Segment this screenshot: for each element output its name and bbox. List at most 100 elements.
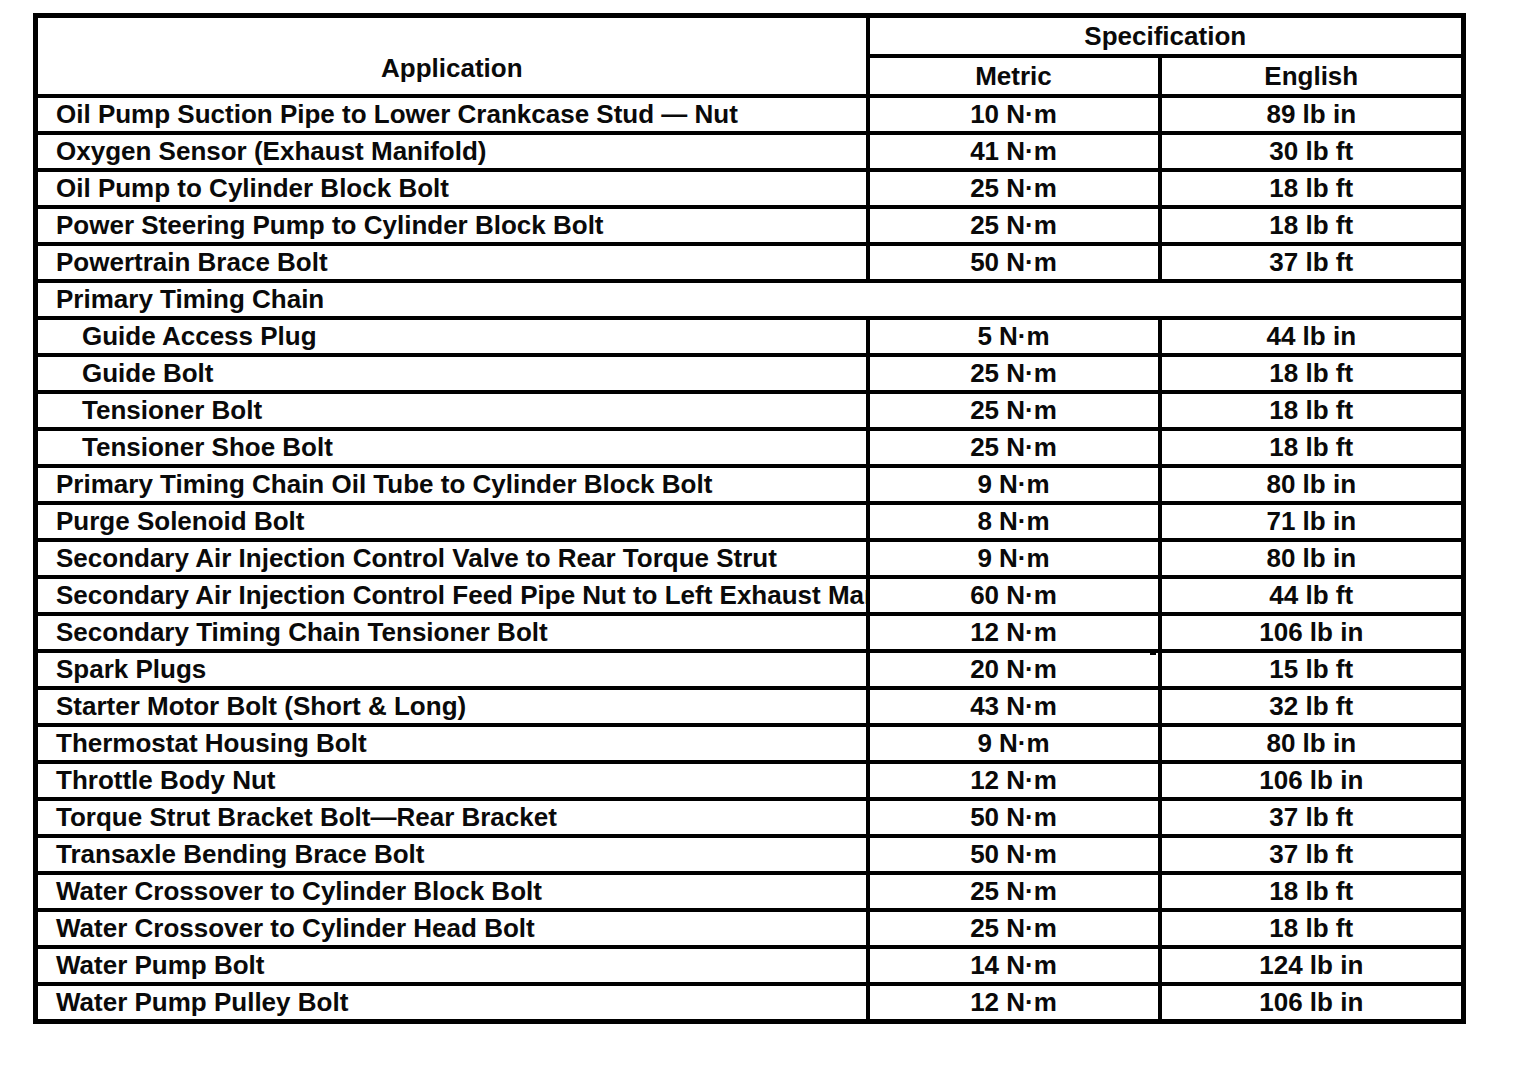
scanned-document-page: Application Specification Metric English… bbox=[0, 0, 1536, 1086]
metric-value-cell: 12 N·m bbox=[868, 614, 1160, 651]
metric-value-cell: 25 N·m bbox=[868, 429, 1160, 466]
english-value-cell: 37 lb ft bbox=[1160, 836, 1464, 873]
table-header: Application Specification Metric English bbox=[36, 16, 1464, 97]
table-row: Tensioner Bolt25 N·m18 lb ft bbox=[36, 392, 1464, 429]
english-value-cell: 106 lb in bbox=[1160, 762, 1464, 799]
table-row: Tensioner Shoe Bolt25 N·m18 lb ft bbox=[36, 429, 1464, 466]
application-cell: Transaxle Bending Brace Bolt bbox=[36, 836, 868, 873]
table-row: Oil Pump Suction Pipe to Lower Crankcase… bbox=[36, 96, 1464, 133]
application-cell: Guide Access Plug bbox=[36, 318, 868, 355]
application-cell: Throttle Body Nut bbox=[36, 762, 868, 799]
specification-column-group-header: Specification bbox=[868, 16, 1464, 57]
application-cell: Primary Timing Chain Oil Tube to Cylinde… bbox=[36, 466, 868, 503]
english-value-cell: 37 lb ft bbox=[1160, 799, 1464, 836]
english-value-cell: 89 lb in bbox=[1160, 96, 1464, 133]
table-row: Water Crossover to Cylinder Head Bolt25 … bbox=[36, 910, 1464, 947]
metric-value-cell: 25 N·m bbox=[868, 207, 1160, 244]
metric-value-cell: 50 N·m bbox=[868, 799, 1160, 836]
application-cell: Secondary Air Injection Control Feed Pip… bbox=[36, 577, 868, 614]
spec-table-rows: Oil Pump Suction Pipe to Lower Crankcase… bbox=[36, 96, 1464, 1022]
english-value-cell: 18 lb ft bbox=[1160, 207, 1464, 244]
application-cell: Tensioner Shoe Bolt bbox=[36, 429, 868, 466]
english-value-cell: 106 lb in bbox=[1160, 984, 1464, 1022]
table-row: Secondary Air Injection Control Valve to… bbox=[36, 540, 1464, 577]
application-cell: Oil Pump Suction Pipe to Lower Crankcase… bbox=[36, 96, 868, 133]
application-cell: Water Crossover to Cylinder Head Bolt bbox=[36, 910, 868, 947]
english-value-cell: 18 lb ft bbox=[1160, 392, 1464, 429]
english-value-cell: 71 lb in bbox=[1160, 503, 1464, 540]
table-row: Guide Access Plug5 N·m44 lb in bbox=[36, 318, 1464, 355]
application-cell: Secondary Timing Chain Tensioner Bolt bbox=[36, 614, 868, 651]
english-value-cell: 18 lb ft bbox=[1160, 873, 1464, 910]
metric-value-cell: 5 N·m bbox=[868, 318, 1160, 355]
table-row: Transaxle Bending Brace Bolt50 N·m37 lb … bbox=[36, 836, 1464, 873]
table-row: Starter Motor Bolt (Short & Long)43 N·m3… bbox=[36, 688, 1464, 725]
application-cell: Spark Plugs bbox=[36, 651, 868, 688]
table-row: Secondary Air Injection Control Feed Pip… bbox=[36, 577, 1464, 614]
english-value-cell: 44 lb in bbox=[1160, 318, 1464, 355]
table-row: Powertrain Brace Bolt50 N·m37 lb ft bbox=[36, 244, 1464, 281]
application-cell: Oxygen Sensor (Exhaust Manifold) bbox=[36, 133, 868, 170]
section-label: Primary Timing Chain bbox=[36, 281, 1464, 318]
torque-specifications-table: Application Specification Metric English… bbox=[33, 13, 1466, 1024]
application-cell: Thermostat Housing Bolt bbox=[36, 725, 868, 762]
metric-value-cell: 50 N·m bbox=[868, 836, 1160, 873]
application-cell: Starter Motor Bolt (Short & Long) bbox=[36, 688, 868, 725]
english-value-cell: 32 lb ft bbox=[1160, 688, 1464, 725]
english-value-cell: 80 lb in bbox=[1160, 540, 1464, 577]
metric-value-cell: 41 N·m bbox=[868, 133, 1160, 170]
english-value-cell: 18 lb ft bbox=[1160, 355, 1464, 392]
table-row: Water Pump Pulley Bolt12 N·m106 lb in bbox=[36, 984, 1464, 1022]
english-value-cell: 80 lb in bbox=[1160, 725, 1464, 762]
english-value-cell: 106 lb in bbox=[1160, 614, 1464, 651]
table-row: Oxygen Sensor (Exhaust Manifold)41 N·m30… bbox=[36, 133, 1464, 170]
metric-value-cell: 14 N·m bbox=[868, 947, 1160, 984]
english-value-cell: 124 lb in bbox=[1160, 947, 1464, 984]
metric-value-cell: 25 N·m bbox=[868, 910, 1160, 947]
table-row: Water Pump Bolt14 N·m124 lb in bbox=[36, 947, 1464, 984]
english-value-cell: 18 lb ft bbox=[1160, 910, 1464, 947]
table-row: Spark Plugs20 N·m15 lb ft bbox=[36, 651, 1464, 688]
application-cell: Water Pump Bolt bbox=[36, 947, 868, 984]
metric-value-cell: 8 N·m bbox=[868, 503, 1160, 540]
application-cell: Water Crossover to Cylinder Block Bolt bbox=[36, 873, 868, 910]
metric-value-cell: 50 N·m bbox=[868, 244, 1160, 281]
metric-value-cell: 25 N·m bbox=[868, 392, 1160, 429]
metric-column-header: Metric bbox=[868, 56, 1160, 96]
application-cell: Power Steering Pump to Cylinder Block Bo… bbox=[36, 207, 868, 244]
metric-value-cell: 10 N·m bbox=[868, 96, 1160, 133]
english-value-cell: 30 lb ft bbox=[1160, 133, 1464, 170]
table-row: Water Crossover to Cylinder Block Bolt25… bbox=[36, 873, 1464, 910]
table-row: Oil Pump to Cylinder Block Bolt25 N·m18 … bbox=[36, 170, 1464, 207]
application-column-header: Application bbox=[36, 16, 868, 97]
metric-value-cell: 9 N·m bbox=[868, 540, 1160, 577]
metric-value-cell: 12 N·m bbox=[868, 984, 1160, 1022]
table-row: Throttle Body Nut12 N·m106 lb in bbox=[36, 762, 1464, 799]
table-row: Power Steering Pump to Cylinder Block Bo… bbox=[36, 207, 1464, 244]
table-row: Guide Bolt25 N·m18 lb ft bbox=[36, 355, 1464, 392]
english-column-header: English bbox=[1160, 56, 1464, 96]
english-value-cell: 18 lb ft bbox=[1160, 429, 1464, 466]
table-row: Primary Timing Chain Oil Tube to Cylinde… bbox=[36, 466, 1464, 503]
scan-speck bbox=[1150, 650, 1156, 655]
metric-value-cell: 25 N·m bbox=[868, 355, 1160, 392]
application-cell: Secondary Air Injection Control Valve to… bbox=[36, 540, 868, 577]
table-row: Secondary Timing Chain Tensioner Bolt12 … bbox=[36, 614, 1464, 651]
metric-value-cell: 60 N·m bbox=[868, 577, 1160, 614]
table-row: Purge Solenoid Bolt8 N·m71 lb in bbox=[36, 503, 1464, 540]
english-value-cell: 80 lb in bbox=[1160, 466, 1464, 503]
application-cell: Powertrain Brace Bolt bbox=[36, 244, 868, 281]
application-cell: Water Pump Pulley Bolt bbox=[36, 984, 868, 1022]
metric-value-cell: 12 N·m bbox=[868, 762, 1160, 799]
application-cell: Torque Strut Bracket Bolt—Rear Bracket bbox=[36, 799, 868, 836]
metric-value-cell: 25 N·m bbox=[868, 873, 1160, 910]
metric-value-cell: 9 N·m bbox=[868, 466, 1160, 503]
section-row: Primary Timing Chain bbox=[36, 281, 1464, 318]
table-row: Torque Strut Bracket Bolt—Rear Bracket50… bbox=[36, 799, 1464, 836]
metric-value-cell: 25 N·m bbox=[868, 170, 1160, 207]
application-cell: Tensioner Bolt bbox=[36, 392, 868, 429]
english-value-cell: 18 lb ft bbox=[1160, 170, 1464, 207]
application-cell: Guide Bolt bbox=[36, 355, 868, 392]
metric-value-cell: 43 N·m bbox=[868, 688, 1160, 725]
metric-value-cell: 20 N·m bbox=[868, 651, 1160, 688]
